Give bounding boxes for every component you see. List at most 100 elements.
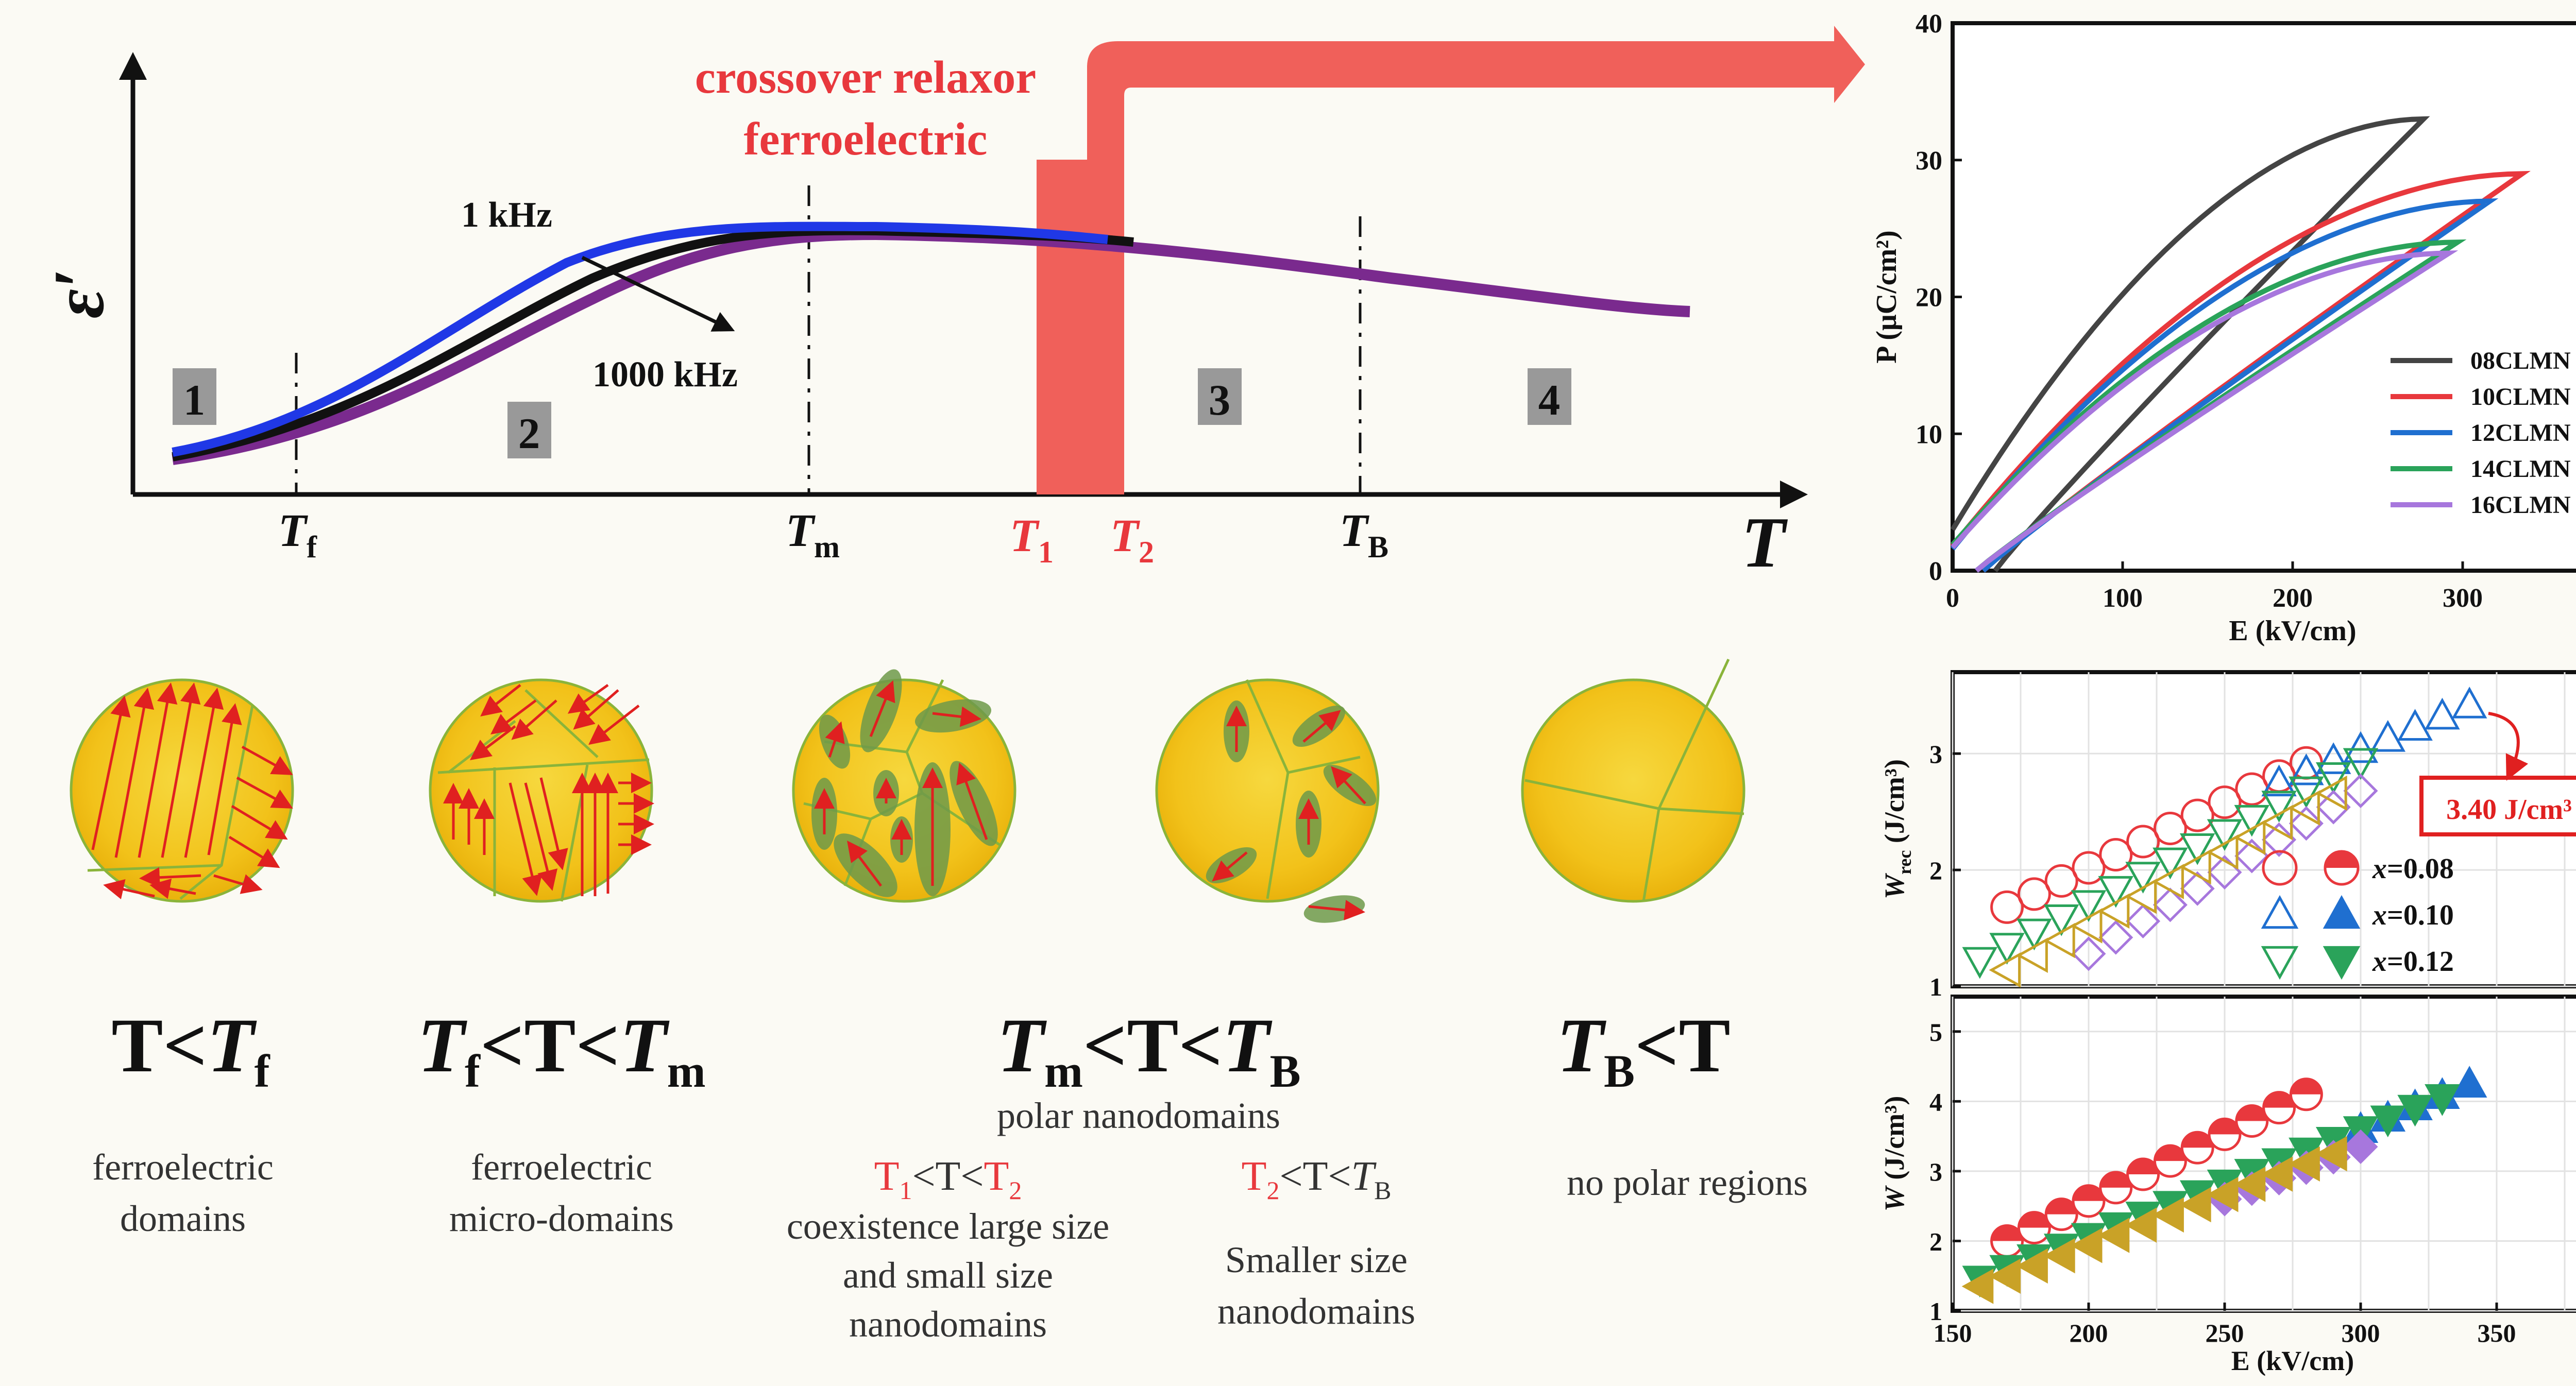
w-point-x=0.08-half — [1991, 1225, 2023, 1241]
wrec-point-x=0.16 — [2206, 834, 2239, 870]
state-3-formula: Tm<T<TB — [997, 1003, 1300, 1097]
wrec-point-x=0.10 — [2370, 720, 2406, 752]
w-point-x=0.08-half — [2127, 1159, 2159, 1175]
wrec-point-x=0.08 — [2126, 825, 2160, 859]
wrec-point-x=0.14 — [2153, 887, 2188, 922]
wrec-point-x=0.10 — [2343, 731, 2379, 763]
permittivity-diagram: ε′ T crossover relaxor ferroelectric 1 k… — [39, 26, 1865, 583]
w-x-tick-label: 250 — [2206, 1319, 2244, 1347]
domain-disk-ferroelectric — [70, 678, 294, 903]
region-box-1: 1 — [173, 368, 216, 425]
w-point-x=0.08-half — [2263, 1092, 2295, 1108]
state-2-desc-2: micro-domains — [449, 1198, 674, 1239]
y-axis-label: ε′ — [39, 269, 119, 319]
curve-1khz — [172, 221, 1108, 457]
wrec-point-x=0.14 — [2289, 806, 2324, 841]
state-3-desc-head: polar nanodomains — [997, 1095, 1280, 1136]
w-point-x=0.16 — [2125, 1207, 2157, 1243]
w-point-x=0.16 — [2016, 1248, 2048, 1284]
legend-label-x=0.10: x=0.10 — [2372, 899, 2454, 931]
w-point-x=0.08-half — [2155, 1145, 2186, 1161]
tick-tf: Tf — [278, 505, 317, 564]
pe-loop-16CLMN — [1951, 250, 2459, 573]
wrec-point-x=0.14 — [2180, 871, 2215, 906]
region-box-3: 3 — [1198, 368, 1242, 425]
w-point-x=0.16 — [2097, 1218, 2130, 1253]
wrec-point-x=0.16 — [2043, 922, 2075, 959]
w-y-tick-label: 2 — [1929, 1227, 1942, 1256]
legend-filled-x=0.08-half — [2325, 851, 2358, 868]
x-axis-label: T — [1741, 503, 1788, 583]
pe-y-axis-label: P (μC/cm²) — [1871, 230, 1903, 363]
w-point-x=0.08-half — [2236, 1105, 2267, 1121]
wrec-point-x=0.14 — [2071, 936, 2106, 971]
pe-y-tick-label: 30 — [1916, 146, 1942, 176]
w-y-tick-label: 4 — [1929, 1087, 1942, 1116]
wrec-point-x=0.10 — [2315, 742, 2351, 774]
state-3b-formula: T2<T<TB — [1242, 1154, 1392, 1205]
wrec-point-x=0.16 — [2016, 937, 2048, 973]
wrec-point-x=0.08 — [2153, 812, 2187, 846]
w-x-tick-label: 300 — [2342, 1319, 2380, 1347]
pe-loop-chart: 0100200300400010203040E (kV/cm)P (μC/cm²… — [1871, 9, 2576, 647]
legend-filled-x=0.12 — [2323, 946, 2361, 980]
wrec-point-x=0.14 — [2098, 920, 2133, 955]
w-point-x=0.16 — [2043, 1238, 2075, 1274]
wrec-point-x=0.14 — [2316, 790, 2351, 825]
w-point-x=0.16 — [2233, 1167, 2266, 1202]
w-point-x=0.08-half — [2046, 1199, 2077, 1214]
wrec-annotation-text: 3.40 J/cm³ — [2446, 794, 2572, 826]
legend-open-x=0.10 — [2261, 895, 2299, 929]
wrec-point-x=0.10 — [2289, 753, 2324, 785]
wrec-point-x=0.08 — [1990, 890, 2024, 924]
wrec-point-x=0.12 — [1962, 947, 1998, 979]
w-point-x=0.16 — [1961, 1269, 1994, 1304]
state-3a-desc-3: nanodomains — [849, 1304, 1047, 1345]
wrec-point-x=0.16 — [2179, 849, 2211, 885]
wrec-y-tick-label: 1 — [1929, 972, 1942, 1001]
w-point-x=0.08-half — [2209, 1119, 2240, 1135]
w-point-x=0.10 — [2451, 1066, 2487, 1098]
pe-loop-08CLMN — [1950, 116, 2430, 573]
domain-disk-nano-large — [792, 669, 1016, 903]
wrec-point-x=0.12 — [2234, 805, 2270, 837]
wrec-point-x=0.12 — [2207, 819, 2243, 851]
crossover-arrow — [1037, 26, 1865, 162]
domain-disk-no-polar — [1521, 658, 1745, 903]
wrec-point-x=0.08 — [2044, 864, 2078, 898]
state-3a-desc-1: coexistence large size — [787, 1206, 1109, 1247]
w-point-x=0.16 — [2288, 1146, 2320, 1182]
legend-open-x=0.12 — [2261, 946, 2299, 980]
wrec-point-x=0.12 — [2315, 762, 2351, 794]
freq-high-label: 1000 kHz — [592, 355, 738, 395]
w-y-tick-label: 1 — [1929, 1297, 1942, 1326]
wrec-point-x=0.14 — [2262, 822, 2297, 857]
w-point-x=0.08-half — [2182, 1132, 2213, 1148]
pe-legend-label-16CLMN: 16CLMN — [2470, 491, 2571, 519]
pe-y-tick-label: 20 — [1916, 283, 1942, 313]
freq-low-label: 1 kHz — [461, 195, 552, 235]
pe-x-axis-label: E (kV/cm) — [2229, 615, 2356, 647]
wrec-y-axis-label: Wrec (J/cm³) — [1879, 759, 1915, 899]
wrec-point-x=0.12 — [1989, 933, 2025, 965]
domain-disk-micro — [429, 678, 654, 903]
wrec-point-x=0.16 — [2315, 775, 2347, 811]
wrec-point-x=0.10 — [2425, 697, 2460, 730]
wrec-point-x=0.12 — [2016, 918, 2052, 951]
wrec-point-x=0.16 — [2233, 819, 2266, 855]
svg-text:3: 3 — [1209, 376, 1231, 424]
legend-label-x=0.08: x=0.08 — [2372, 853, 2454, 885]
w-point-x=0.16 — [2152, 1197, 2184, 1233]
wrec-point-x=0.08 — [2099, 837, 2133, 871]
w-x-tick-label: 350 — [2478, 1319, 2516, 1347]
w-x-tick-label: 150 — [1934, 1319, 1972, 1347]
state-1-desc-2: domains — [120, 1198, 246, 1239]
pe-legend-label-10CLMN: 10CLMN — [2470, 383, 2571, 410]
w-point-x=0.16 — [2206, 1177, 2239, 1212]
tick-tb: TB — [1340, 505, 1388, 564]
wrec-point-x=0.14 — [2343, 773, 2378, 808]
w-x-axis-label: E (kV/cm) — [2231, 1345, 2354, 1376]
crossover-title-2: ferroelectric — [744, 114, 988, 165]
region-box-4: 4 — [1528, 368, 1571, 425]
